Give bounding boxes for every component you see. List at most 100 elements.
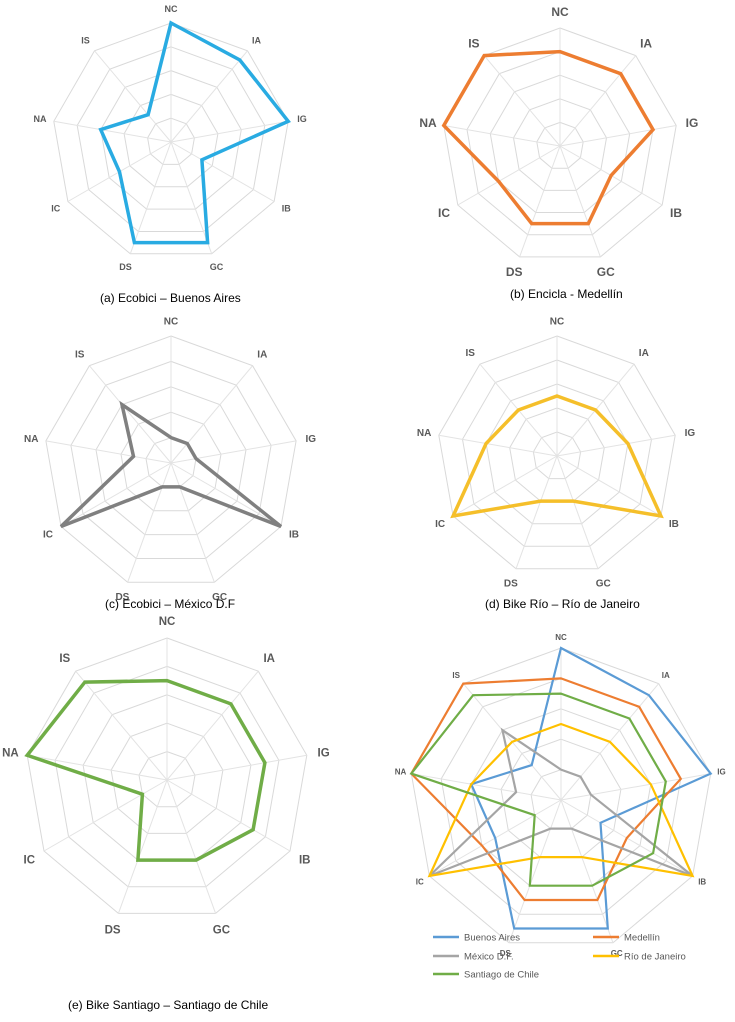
- axis-label-ds: DS: [504, 578, 518, 589]
- spoke-ds: [127, 462, 172, 583]
- radar-chart-1: NC IA IG IB GC DS IC NA IS (a) Ecobici – Buenos A…: [34, 4, 307, 305]
- spoke-ds: [129, 141, 172, 254]
- legend-label: Santiago de Chile: [464, 970, 539, 981]
- axis-label-is: IS: [452, 671, 460, 680]
- axis-label-ds: DS: [119, 262, 132, 272]
- axis-label-ib: IB: [282, 204, 292, 214]
- axis-label-ig: IG: [318, 747, 330, 759]
- axis-label-ic: IC: [438, 206, 450, 220]
- spoke-ib: [170, 141, 275, 202]
- grid-ring-1: [147, 117, 195, 165]
- radar-chart-6: NC IA IG IB GC DS IC NA IS Buenos Aires Medellín Mé…: [395, 633, 726, 981]
- chart-caption: (c) Ecobici – México D.F: [105, 597, 235, 611]
- axis-label-ig: IG: [297, 114, 307, 124]
- radar-grid: [443, 27, 677, 258]
- axis-label-ia: IA: [640, 37, 652, 51]
- chart-caption: (a) Ecobici – Buenos Aires: [100, 291, 241, 305]
- spoke-ib: [170, 462, 282, 527]
- spoke-gc: [170, 462, 215, 583]
- series-line-santiago-de-chile: [409, 692, 667, 887]
- series-line-buenos-aires: [469, 646, 713, 930]
- spoke-ic: [457, 145, 561, 206]
- axis-label-ic: IC: [43, 530, 53, 541]
- spoke-ds: [508, 799, 562, 943]
- grid-ring-3: [485, 383, 629, 525]
- axis-label-na: NA: [419, 116, 437, 130]
- axis-label-na: NA: [24, 434, 38, 445]
- axis-label-ds: DS: [506, 265, 523, 279]
- spoke-ds: [117, 779, 168, 914]
- axis-label-gc: GC: [212, 592, 227, 603]
- grid-ring-3: [95, 386, 247, 536]
- legend-label: Buenos Aires: [464, 933, 520, 944]
- legend-item: Santiago de Chile: [433, 970, 539, 981]
- grid-ring-2: [110, 722, 224, 834]
- axis-label-is: IS: [75, 350, 85, 361]
- spoke-ib: [556, 455, 662, 517]
- axis-label-na: NA: [2, 747, 19, 759]
- series-line-4: [450, 394, 664, 519]
- axis-label-gc: GC: [611, 949, 623, 958]
- axis-label-ds: DS: [105, 924, 121, 936]
- axis-label-nc: NC: [165, 4, 178, 14]
- spoke-na: [438, 434, 558, 457]
- legend-label: México D.F.: [464, 952, 514, 963]
- spoke-ds: [515, 455, 558, 569]
- spoke-gc: [166, 779, 217, 914]
- spoke-ig: [170, 120, 289, 143]
- legend: Buenos Aires Medellín México D.F. Río de Ja…: [433, 933, 686, 981]
- spoke-is: [94, 50, 172, 143]
- axis-label-ib: IB: [670, 206, 682, 220]
- radar-chart-3: NC IA IG IB GC DS IC NA IS (c) Ecobici – México D…: [24, 317, 316, 612]
- series-line-2: [441, 49, 656, 226]
- axis-label-ib: IB: [669, 519, 679, 530]
- axis-label-gc: GC: [213, 924, 230, 936]
- spoke-is: [75, 670, 168, 781]
- spoke-ig: [560, 773, 711, 801]
- series-line-medell-n: [409, 677, 683, 902]
- grid-ring-5: [26, 637, 308, 914]
- spoke-is: [89, 365, 172, 464]
- spoke-ic: [60, 462, 172, 527]
- axis-label-ig: IG: [685, 428, 696, 439]
- axis-label-ds: DS: [500, 949, 512, 958]
- spoke-ia: [559, 55, 637, 147]
- axis-label-is: IS: [59, 653, 70, 665]
- axis-label-ic: IC: [435, 519, 445, 530]
- axis-label-ic: IC: [24, 855, 36, 867]
- spoke-gc: [559, 145, 601, 258]
- axis-label-na: NA: [34, 114, 47, 124]
- grid-ring-2: [512, 98, 608, 191]
- spoke-na: [443, 125, 561, 147]
- axis-label-nc: NC: [555, 633, 567, 642]
- grid-ring-4: [76, 46, 266, 232]
- chart-caption: (d) Bike Río – Río de Janeiro: [485, 597, 640, 611]
- axis-label-ig: IG: [686, 116, 699, 130]
- grid-ring-1: [536, 121, 584, 169]
- axis-label-nc: NC: [159, 616, 176, 628]
- spoke-ig: [166, 754, 307, 781]
- legend-label: Río de Janeiro: [624, 952, 686, 963]
- spoke-is: [483, 55, 561, 147]
- axis-label-ia: IA: [662, 671, 670, 680]
- axis-label-gc: GC: [597, 265, 615, 279]
- spoke-ig: [556, 434, 676, 457]
- radar-chart-5: NC IA IG IB GC DS IC NA IS (e) Bike Santiago – Sa…: [2, 616, 330, 1012]
- axis-label-ib: IB: [289, 530, 299, 541]
- axis-label-ia: IA: [257, 350, 267, 361]
- axis-label-ia: IA: [252, 35, 262, 45]
- spoke-na: [411, 773, 562, 801]
- axis-label-gc: GC: [210, 262, 224, 272]
- grid-ring-4: [54, 665, 280, 888]
- grid-ring-5: [45, 335, 297, 583]
- grid-ring-1: [532, 431, 582, 480]
- grid-ring-1: [138, 751, 196, 808]
- spoke-gc: [170, 141, 213, 254]
- axis-label-is: IS: [468, 37, 479, 51]
- axis-label-gc: GC: [596, 578, 611, 589]
- axis-label-ia: IA: [263, 653, 275, 665]
- series-line-m-xico-d-f-: [428, 727, 694, 878]
- spoke-ia: [170, 50, 248, 143]
- spoke-na: [27, 754, 168, 781]
